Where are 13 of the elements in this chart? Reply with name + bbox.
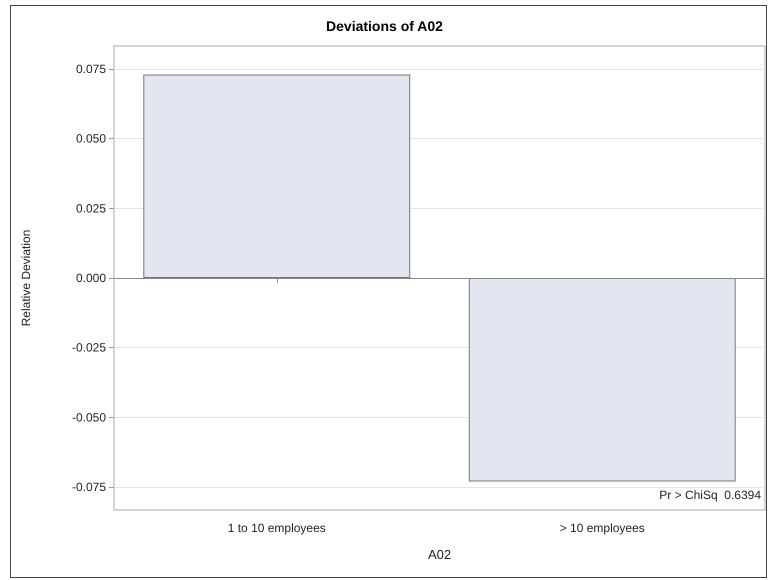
x-tick-label: > 10 employees: [560, 521, 645, 535]
x-axis-title: A02: [428, 547, 452, 562]
y-tick-label: 0.000: [76, 271, 106, 285]
annotation: Pr > ChiSq 0.6394: [659, 488, 762, 502]
y-tick-label: 0.025: [76, 201, 106, 216]
y-axis-title: Relative Deviation: [19, 230, 33, 326]
y-tick-label: 0.075: [76, 62, 106, 76]
chart-title: Deviations of A02: [326, 18, 444, 34]
y-tick-label: -0.050: [72, 410, 106, 424]
y-tick-label: -0.075: [72, 480, 106, 494]
y-tick-label: 0.050: [76, 132, 106, 146]
y-tick-label: -0.025: [72, 340, 106, 355]
x-tick-label: 1 to 10 employees: [228, 521, 326, 535]
